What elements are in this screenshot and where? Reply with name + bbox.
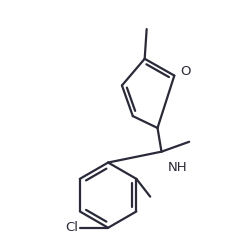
Text: NH: NH bbox=[167, 161, 187, 174]
Text: Cl: Cl bbox=[65, 221, 79, 234]
Text: O: O bbox=[180, 65, 191, 78]
